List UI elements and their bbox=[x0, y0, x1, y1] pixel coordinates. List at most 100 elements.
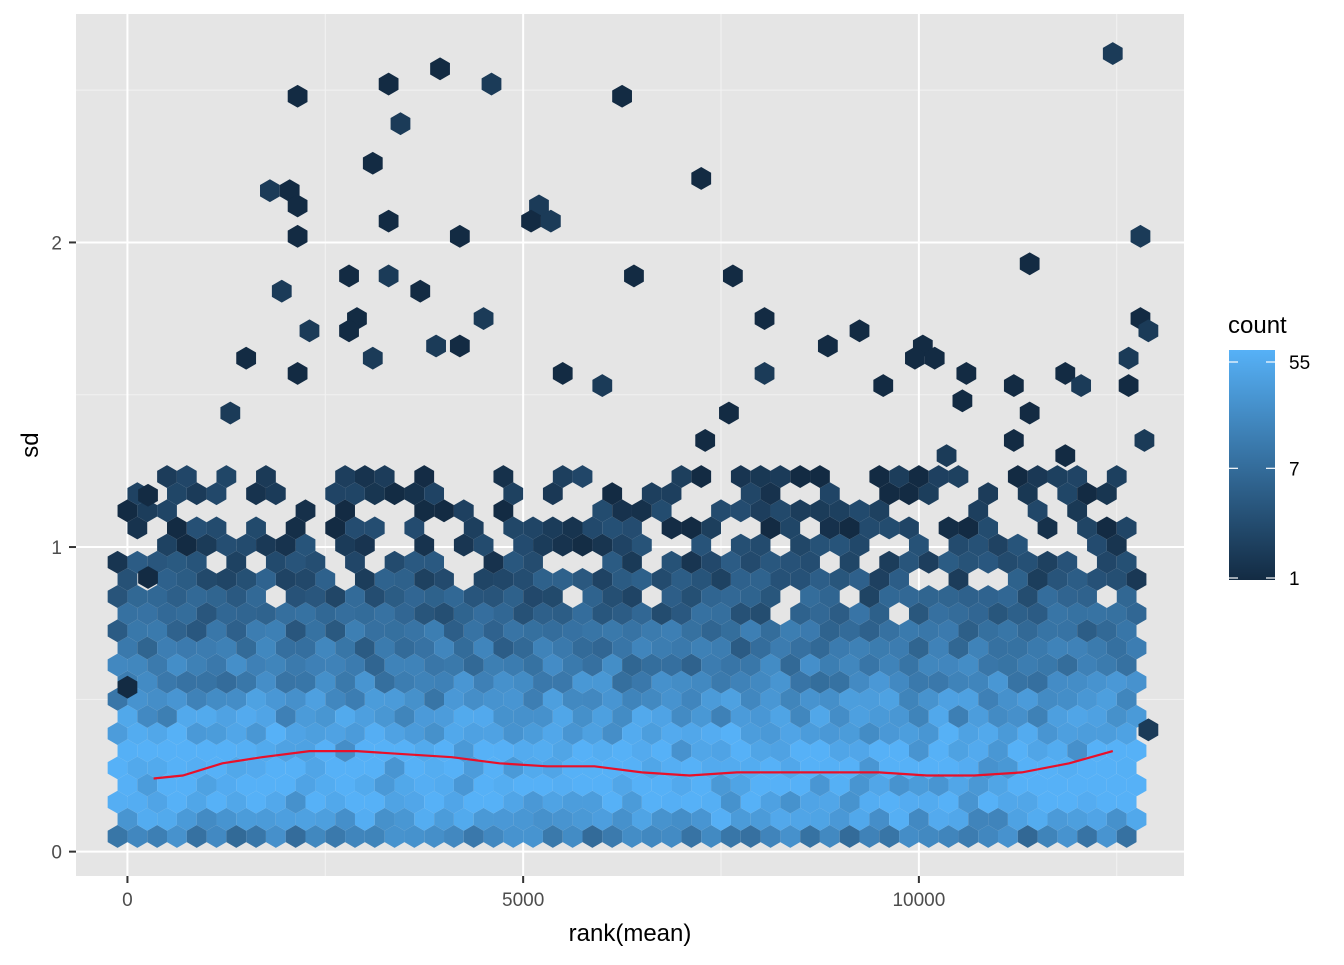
hex-bin bbox=[889, 567, 909, 591]
hex-bin bbox=[414, 807, 435, 831]
hex-bin bbox=[701, 619, 722, 643]
hex-bin bbox=[948, 773, 969, 797]
hex-bin bbox=[1003, 374, 1024, 398]
hex-bin bbox=[493, 705, 514, 728]
hex-bin bbox=[770, 739, 791, 763]
hex-bin bbox=[206, 653, 227, 677]
hex-bin bbox=[750, 602, 771, 626]
hex-bin bbox=[889, 705, 909, 728]
hex-bin bbox=[889, 739, 909, 763]
hex-bin bbox=[335, 533, 355, 557]
hex-bin bbox=[790, 499, 811, 523]
hex-bin bbox=[186, 585, 207, 608]
hex-bin bbox=[998, 550, 1018, 574]
x-tick-label: 0 bbox=[122, 890, 133, 911]
hex-bin bbox=[1027, 705, 1048, 728]
hex-bin bbox=[325, 687, 346, 711]
hex-bin bbox=[473, 533, 494, 557]
hex-bin bbox=[948, 602, 969, 626]
hex-bin bbox=[265, 824, 286, 848]
hex-bin bbox=[552, 807, 573, 831]
hex-bin bbox=[473, 739, 494, 763]
hex-bin bbox=[394, 567, 415, 591]
hex-bin bbox=[819, 482, 840, 506]
hex-bin bbox=[1007, 705, 1028, 728]
hex-bin bbox=[246, 585, 266, 608]
hex-bin bbox=[968, 705, 989, 728]
hex-bin bbox=[641, 619, 662, 643]
hex-bin bbox=[147, 722, 168, 746]
hex-bin bbox=[533, 533, 553, 557]
hex-bin bbox=[364, 653, 385, 677]
hex-bin bbox=[147, 687, 168, 711]
hex-bin bbox=[790, 773, 811, 797]
hex-bin bbox=[889, 670, 909, 694]
hex-bin bbox=[434, 567, 454, 591]
hex-bin bbox=[186, 516, 207, 540]
hex-bin bbox=[345, 687, 365, 711]
hex-bin bbox=[335, 465, 355, 488]
hex-bin bbox=[1037, 550, 1058, 574]
hex-bin bbox=[1077, 653, 1097, 677]
hex-bin bbox=[513, 739, 534, 763]
hex-bin bbox=[157, 739, 177, 763]
hex-bin bbox=[978, 653, 999, 677]
hex-bin bbox=[117, 807, 138, 831]
hex-bin bbox=[790, 670, 811, 694]
hex-bin bbox=[157, 807, 177, 831]
hex-bin bbox=[582, 585, 603, 608]
hex-bin bbox=[552, 567, 573, 591]
hex-bin bbox=[196, 567, 217, 591]
hex-bin bbox=[275, 602, 296, 626]
hex-bin bbox=[958, 653, 979, 677]
hex-bin bbox=[167, 482, 187, 506]
hex-bin bbox=[1019, 252, 1040, 276]
hex-bin bbox=[305, 722, 326, 746]
hex-bin bbox=[839, 653, 860, 677]
hex-bin bbox=[661, 482, 682, 506]
hex-bin bbox=[572, 465, 593, 488]
hex-bin bbox=[730, 602, 751, 626]
hex-bin bbox=[256, 670, 276, 694]
hex-bin bbox=[414, 705, 435, 728]
hex-bin bbox=[364, 824, 385, 848]
hex-bin bbox=[424, 722, 445, 746]
hex-bin bbox=[117, 675, 138, 699]
hex-bin bbox=[1017, 756, 1038, 780]
hex-bin bbox=[542, 756, 563, 780]
hex-bin bbox=[691, 670, 712, 694]
hex-bin bbox=[107, 619, 128, 643]
hex-bin bbox=[473, 807, 494, 831]
hex-bin bbox=[750, 705, 771, 728]
hex-bin bbox=[760, 756, 781, 780]
hex-bin bbox=[681, 824, 702, 848]
hex-bin bbox=[453, 533, 474, 557]
hex-bin bbox=[404, 619, 425, 643]
hex-bin bbox=[444, 585, 464, 608]
hex-bin bbox=[345, 824, 365, 848]
hex-bin bbox=[780, 824, 801, 848]
hex-bin bbox=[641, 482, 662, 506]
hex-bin bbox=[711, 739, 731, 763]
hex-bin bbox=[1067, 739, 1088, 763]
hex-bin bbox=[364, 516, 385, 540]
hex-bin bbox=[730, 636, 751, 660]
hex-bin bbox=[899, 722, 919, 746]
hex-bin bbox=[760, 653, 781, 677]
hex-bin bbox=[641, 824, 662, 848]
hex-bin bbox=[760, 687, 781, 711]
hex-bin bbox=[157, 636, 177, 660]
hex-bin bbox=[908, 465, 929, 488]
hex-bin bbox=[612, 533, 632, 557]
hex-bin bbox=[157, 465, 177, 488]
hex-bin bbox=[1037, 585, 1058, 608]
hex-bin bbox=[325, 619, 346, 643]
hex-bin bbox=[918, 619, 939, 643]
hex-bin bbox=[958, 550, 979, 574]
hex-bin bbox=[681, 687, 702, 711]
hex-bin bbox=[147, 619, 168, 643]
hex-bin bbox=[404, 482, 425, 506]
hex-bin bbox=[404, 722, 425, 746]
hex-bin bbox=[275, 739, 296, 763]
